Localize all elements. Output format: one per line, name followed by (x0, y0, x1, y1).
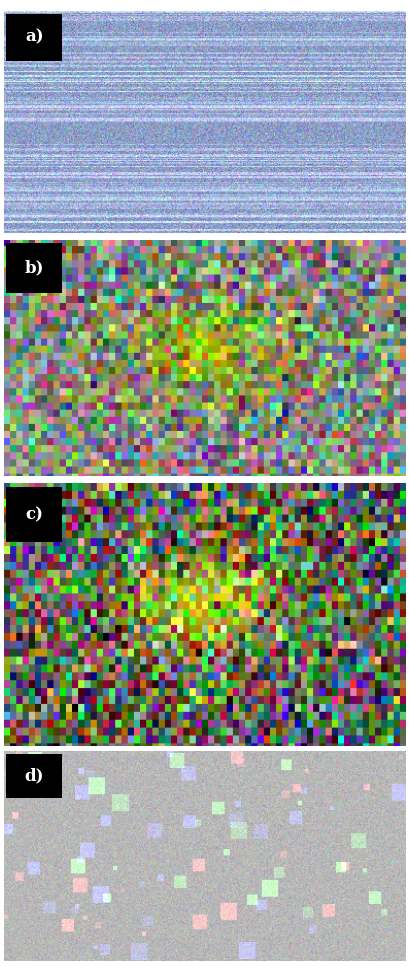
FancyBboxPatch shape (6, 243, 62, 293)
FancyBboxPatch shape (6, 753, 62, 798)
Text: c): c) (25, 506, 43, 523)
Text: d): d) (25, 767, 44, 784)
FancyBboxPatch shape (6, 487, 62, 542)
Text: a): a) (25, 29, 43, 45)
FancyBboxPatch shape (6, 14, 62, 61)
Text: b): b) (25, 260, 44, 276)
